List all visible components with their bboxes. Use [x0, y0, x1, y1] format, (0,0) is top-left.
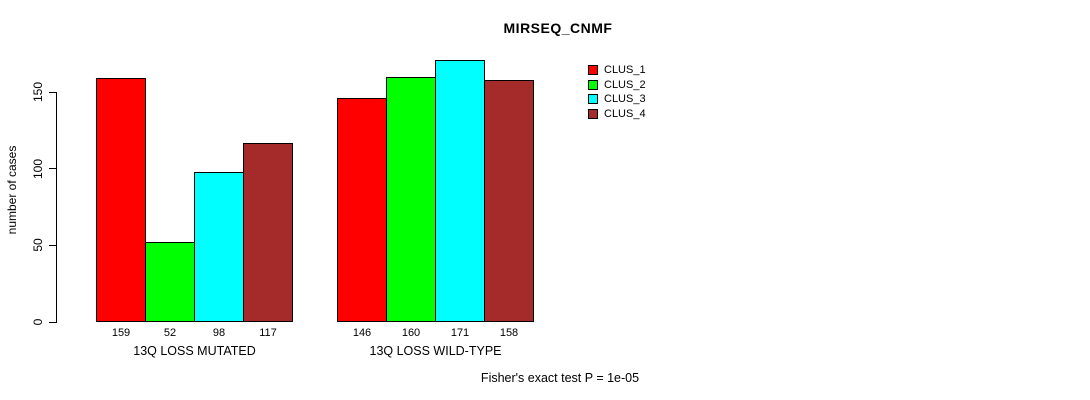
y-tick-label: 0: [31, 318, 45, 326]
legend-row: CLUS_2: [588, 78, 646, 93]
y-axis-line: [56, 92, 57, 323]
y-tick-label: 50: [31, 238, 45, 253]
bar-clus_2-group2: [386, 77, 436, 322]
y-tick-label: 100: [31, 158, 45, 179]
bar-value-label: 117: [259, 327, 277, 339]
y-tick-label: 150: [31, 82, 45, 103]
bar-value-label: 159: [111, 327, 131, 339]
group-label: 13Q LOSS WILD-TYPE: [369, 344, 502, 358]
legend-swatch-icon: [588, 79, 598, 90]
legend-row: CLUS_3: [588, 92, 646, 107]
bar-value-label: 158: [499, 327, 519, 339]
annotation-fisher-test: Fisher's exact test P = 1e-05: [480, 371, 640, 385]
legend-label: CLUS_4: [604, 108, 646, 121]
bar-value-label: 171: [450, 327, 470, 339]
y-tick: [49, 321, 56, 323]
bar-clus_2-group1: [145, 242, 195, 322]
bar-value-label: 160: [401, 327, 421, 339]
chart-title: MIRSEQ_CNMF: [503, 20, 613, 36]
bar-clus_4-group1: [243, 143, 293, 322]
bar-clus_1-group1: [96, 78, 146, 322]
bar-value-label: 52: [163, 327, 177, 339]
group-label: 13Q LOSS MUTATED: [133, 344, 256, 358]
legend-row: CLUS_1: [588, 63, 646, 78]
bar-clus_1-group2: [337, 98, 387, 322]
legend-swatch-icon: [588, 94, 598, 105]
y-tick: [49, 91, 56, 93]
bar-clus_4-group2: [484, 80, 534, 322]
legend-label: CLUS_2: [604, 78, 646, 91]
legend-label: CLUS_1: [604, 64, 646, 77]
y-tick: [49, 244, 56, 246]
legend-swatch-icon: [588, 109, 598, 120]
legend-label: CLUS_3: [604, 93, 646, 106]
legend-row: CLUS_4: [588, 107, 646, 122]
bar-value-label: 98: [212, 327, 226, 339]
legend: CLUS_1 CLUS_2 CLUS_3 CLUS_4: [588, 63, 646, 121]
bar-clus_3-group2: [435, 60, 485, 322]
legend-swatch-icon: [588, 65, 598, 76]
y-axis-label: number of cases: [5, 145, 19, 235]
bar-value-label: 146: [352, 327, 372, 339]
bar-clus_3-group1: [194, 172, 244, 322]
y-tick: [49, 168, 56, 170]
